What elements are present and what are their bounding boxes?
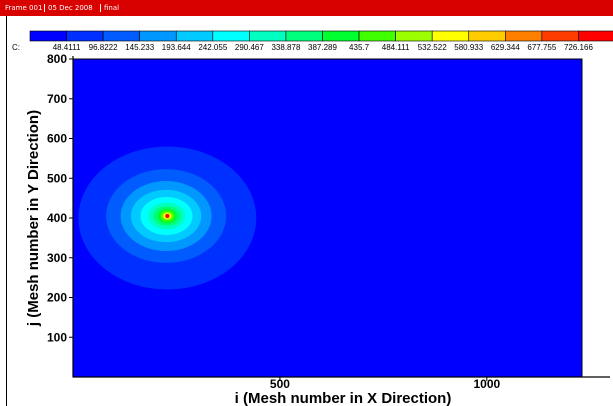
y-axis-label: j (Mesh number in Y Direction): [25, 110, 42, 327]
colorbar-swatch: [29, 30, 67, 42]
colorbar-swatch: [322, 30, 360, 42]
colorbar-swatch: [66, 30, 104, 42]
colorbar-swatch: [578, 30, 613, 42]
window-title-bar: Frame 001 05 Dec 2008 final: [0, 0, 613, 16]
colorbar-swatch: [285, 30, 323, 42]
colorbar-tick-label: 145.233: [125, 43, 154, 52]
colorbar-tick-label: 435.7: [349, 43, 370, 52]
title-separator: [100, 4, 101, 12]
x-tick-label: 500: [270, 377, 290, 391]
y-tick-label: 800: [47, 52, 67, 66]
frame-border: [6, 16, 7, 406]
colorbar-swatch: [139, 30, 177, 42]
colorbar-tick-label: 193.644: [162, 43, 191, 52]
colorbar-swatch: [249, 30, 287, 42]
colorbar-swatch: [505, 30, 543, 42]
title-date: 05 Dec 2008: [48, 4, 93, 12]
colorbar-tick-label: 48.4111: [53, 43, 81, 52]
colorbar-swatch: [175, 30, 214, 42]
y-tick-label: 500: [47, 171, 67, 185]
y-tick-label: 400: [47, 211, 67, 225]
peak-marker: [165, 214, 170, 219]
colorbar-tick-label: 726.166: [564, 43, 593, 52]
colorbar-tick-label: 532.522: [418, 43, 447, 52]
colorbar-tick-label: 387.289: [308, 43, 337, 52]
colorbar-swatch: [212, 30, 250, 42]
colorbar: 48.4111 96.8222 145.233 193.644 242.055 290.4…: [29, 30, 613, 52]
y-tick-label: 700: [47, 92, 67, 106]
colorbar-swatch: [431, 30, 470, 42]
title-separator: [44, 4, 45, 12]
colorbar-tick-label: 580.933: [454, 43, 483, 52]
colorbar-tick-label: 484.111: [382, 43, 410, 52]
colorbar-tick-label: 677.755: [527, 43, 556, 52]
colorbar-swatch: [395, 30, 433, 42]
colorbar-tick-label: 629.344: [491, 43, 520, 52]
colorbar-swatch: [358, 30, 396, 42]
y-tick-label: 600: [47, 132, 67, 146]
colorbar-swatch: [102, 30, 140, 42]
axes: 100 200 300 400 500 600 700 800 500 1000: [47, 52, 610, 391]
colorbar-tick-label: 96.8222: [89, 43, 118, 52]
y-tick-label: 100: [47, 330, 67, 344]
colorbar-prefix: C:: [12, 43, 20, 52]
title-frame: Frame 001: [5, 4, 43, 12]
x-axis-label: i (Mesh number in X Direction): [235, 390, 452, 406]
colorbar-tick-label: 242.055: [198, 43, 227, 52]
colorbar-swatch: [468, 30, 506, 42]
plot-area: [73, 59, 582, 377]
colorbar-tick-label: 290.467: [235, 43, 264, 52]
x-tick-label: 1000: [473, 377, 500, 391]
colorbar-tick-label: 338.878: [271, 43, 300, 52]
title-status: final: [104, 4, 120, 12]
colorbar-swatch: [541, 30, 579, 42]
y-tick-label: 200: [47, 291, 67, 305]
y-tick-label: 300: [47, 251, 67, 265]
